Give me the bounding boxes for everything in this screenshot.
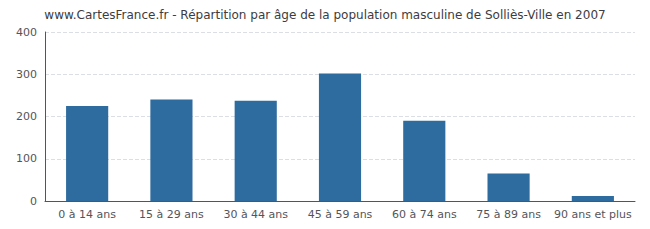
svg-text:60 à 74 ans: 60 à 74 ans — [392, 208, 457, 221]
svg-text:300: 300 — [16, 68, 37, 81]
svg-text:100: 100 — [16, 152, 37, 165]
svg-text:0: 0 — [30, 195, 37, 208]
svg-text:30 à 44 ans: 30 à 44 ans — [223, 208, 288, 221]
svg-text:200: 200 — [16, 110, 37, 123]
svg-text:400: 400 — [16, 26, 37, 39]
svg-text:0 à 14 ans: 0 à 14 ans — [58, 208, 116, 221]
svg-text:75 à 89 ans: 75 à 89 ans — [476, 208, 541, 221]
svg-text:15 à 29 ans: 15 à 29 ans — [139, 208, 204, 221]
svg-text:90 ans et plus: 90 ans et plus — [554, 208, 632, 221]
svg-text:45 à 59 ans: 45 à 59 ans — [308, 208, 373, 221]
svg-text:www.CartesFrance.fr - Répartit: www.CartesFrance.fr - Répartition par âg… — [44, 8, 605, 22]
